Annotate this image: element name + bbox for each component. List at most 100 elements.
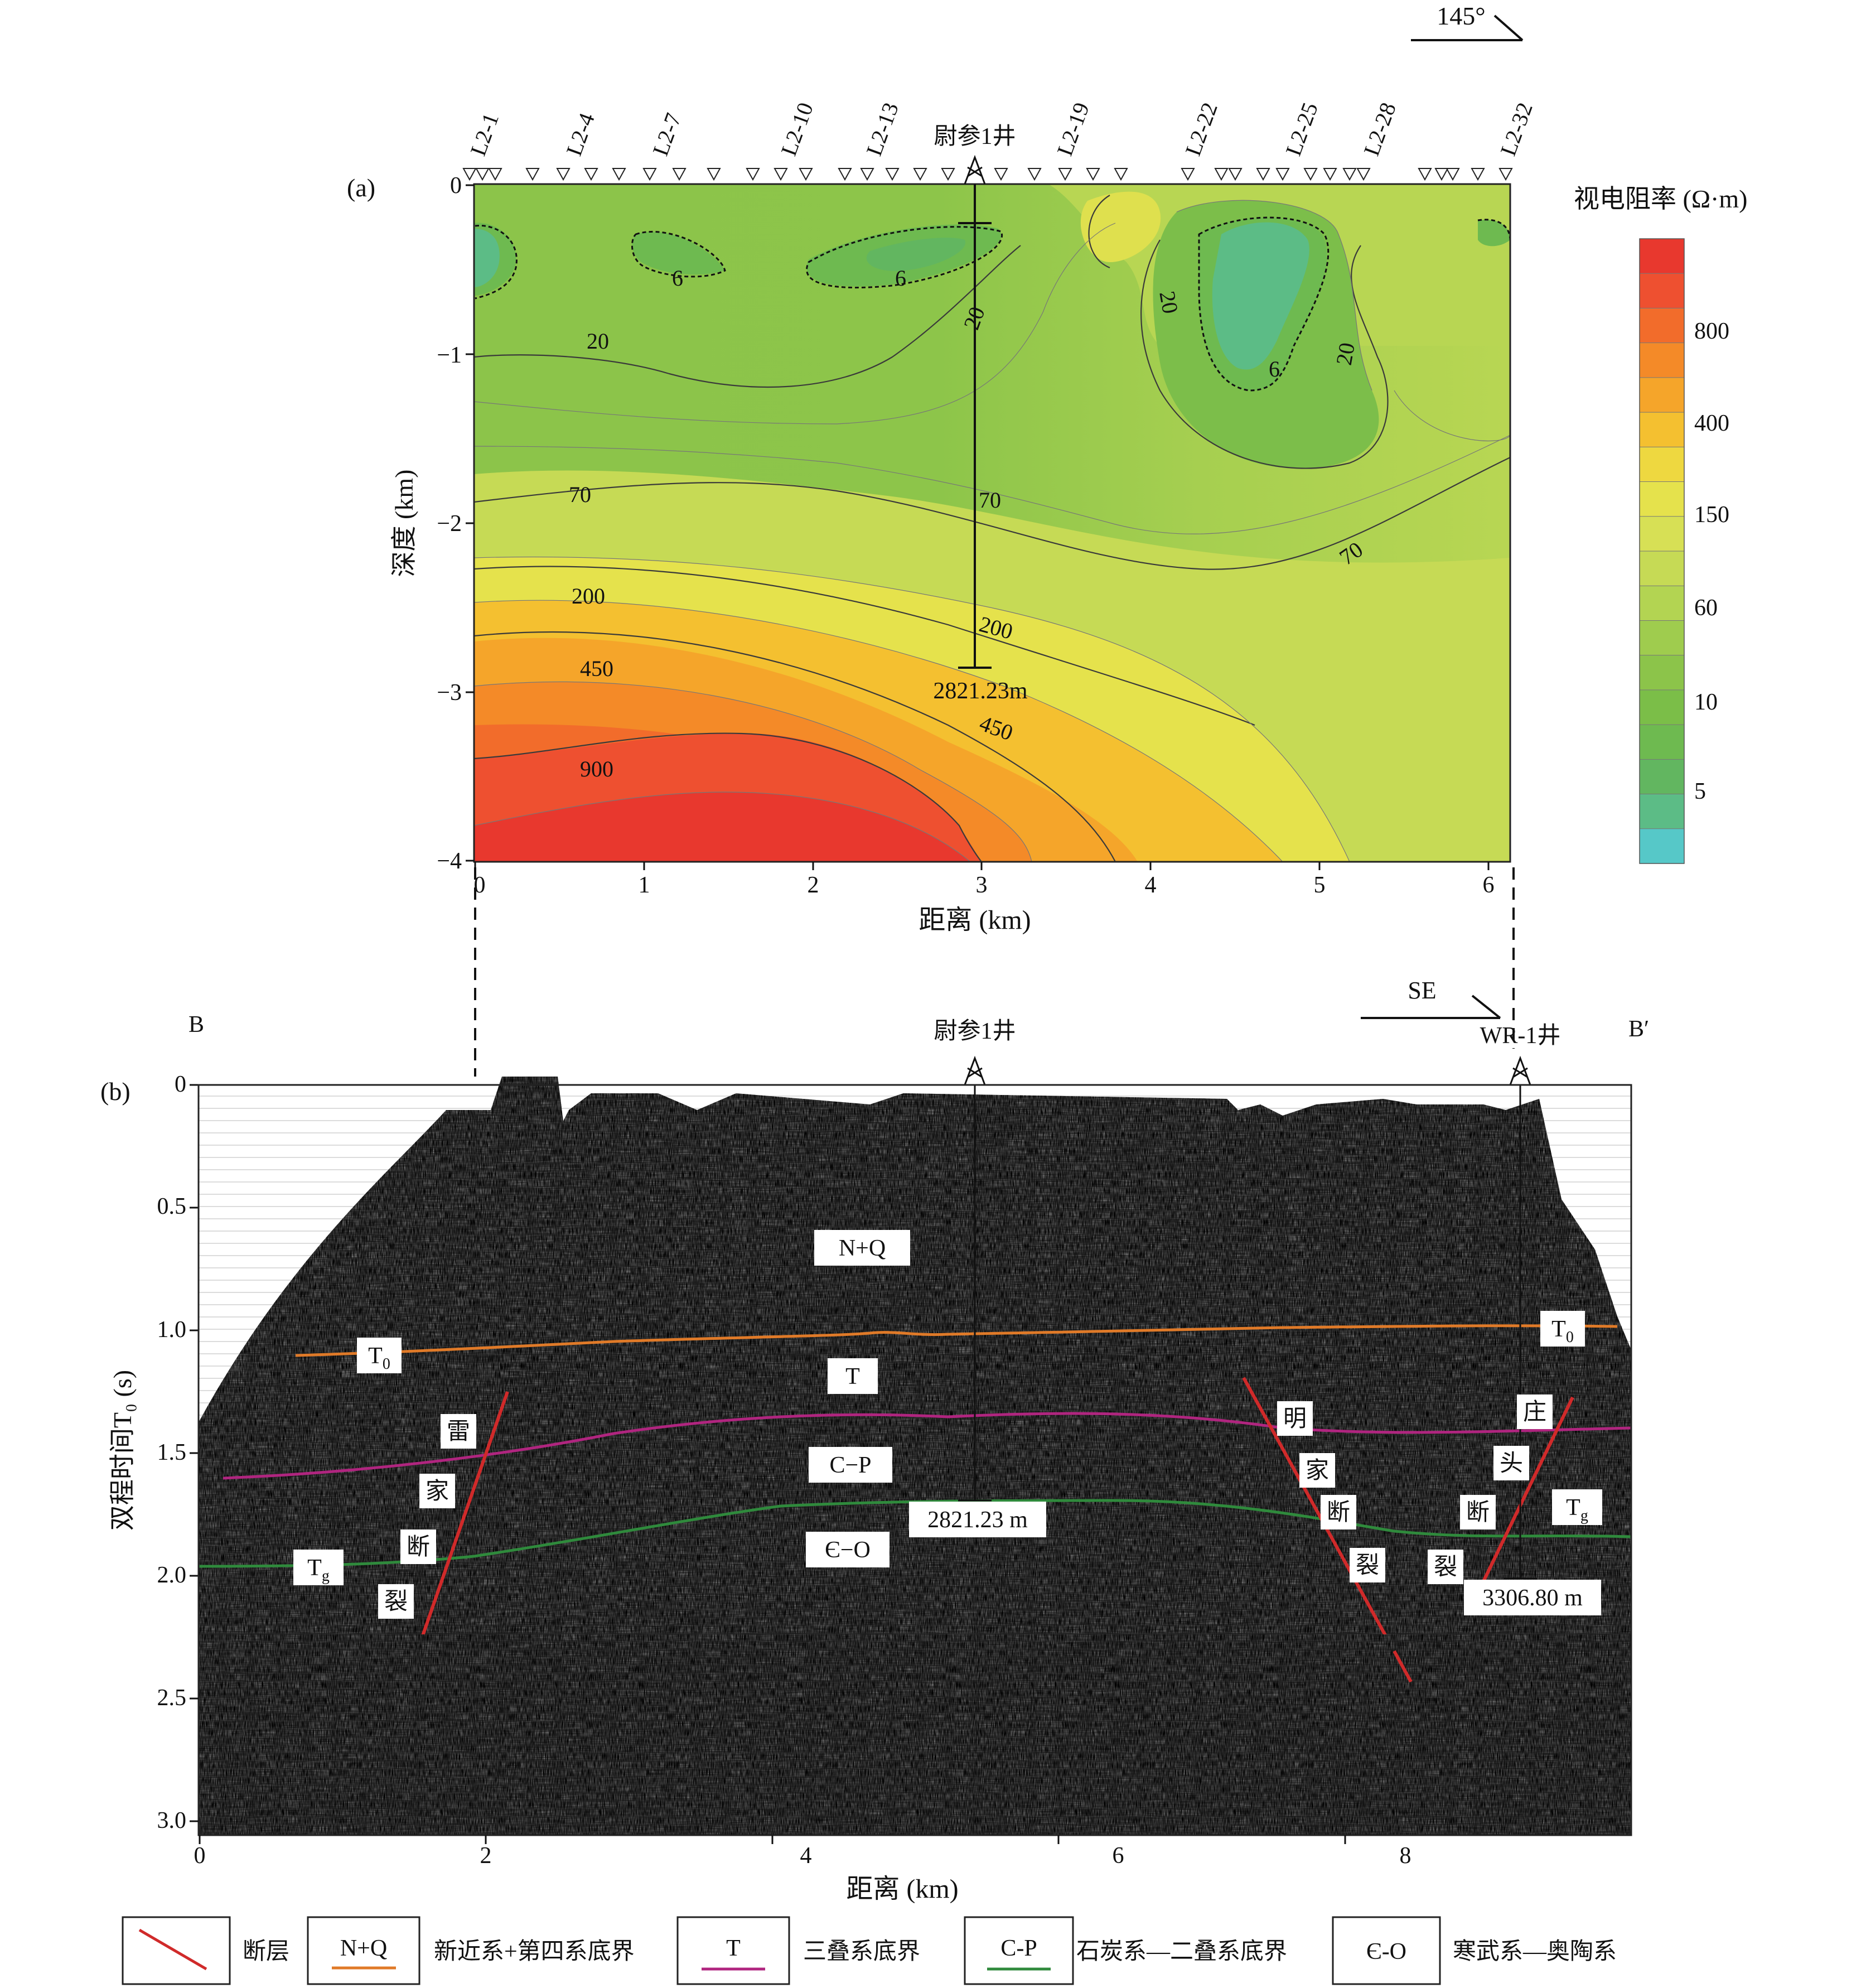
- station-label: L2-32: [1495, 99, 1538, 159]
- colorbar-swatch: [1640, 759, 1684, 795]
- direction-label-a: 145°: [1437, 2, 1485, 30]
- well-depth-b2: 3306.80 m: [1464, 1580, 1601, 1615]
- contour-label: 20: [587, 329, 609, 354]
- svg-text:雷: 雷: [447, 1419, 470, 1445]
- svg-text:2821.23 m: 2821.23 m: [927, 1507, 1028, 1533]
- well-depth-a: 2821.23m: [933, 678, 1028, 704]
- legend-text: 三叠系底界: [803, 1939, 920, 1965]
- x-tick-label: 2: [808, 872, 819, 898]
- fault-label-mingjia: 明 家 断 裂: [1277, 1401, 1385, 1582]
- y-tick-label: 3.0: [157, 1808, 187, 1833]
- layer-label-t: T: [828, 1358, 878, 1394]
- fault-name-labels: 雷 家 断 裂 明 家 断 裂 庄 头 断 裂: [378, 1395, 1553, 1619]
- fault-label-zhuangtou: 庄 头 断 裂: [1428, 1395, 1553, 1584]
- well-trace-b2: WR-1井: [1480, 1023, 1560, 1580]
- well-trace-b1: 尉参1井: [934, 1018, 1016, 1502]
- y-axis-title-b: 双程时间T₀ (s): [108, 1370, 137, 1531]
- station-label: L2-28: [1359, 99, 1401, 159]
- x-axis-title-b: 距离 (km): [846, 1874, 958, 1904]
- legend-text: 新近系+第四系底界: [434, 1939, 635, 1965]
- colorbar-swatch: [1640, 412, 1684, 447]
- svg-text:Є−O: Є−O: [825, 1537, 871, 1563]
- x-axis-b: 0 2 4 6 8 距离 (km): [194, 1835, 1411, 1904]
- x-axis-a: 0 1 2 3 4 5 6 距离 (km): [474, 862, 1495, 935]
- x-tick-label: 4: [1145, 872, 1157, 898]
- contour-label: 70: [569, 482, 591, 507]
- svg-text:断: 断: [1327, 1500, 1350, 1526]
- x-tick-label: 6: [1483, 872, 1495, 898]
- svg-text:裂: 裂: [1434, 1555, 1457, 1580]
- svg-text:C−P: C−P: [829, 1453, 871, 1478]
- panel-a-label: (a): [347, 173, 375, 202]
- contour-label: 900: [580, 756, 613, 781]
- legend-symbol: Є-O: [1366, 1939, 1406, 1965]
- svg-text:T0: T0: [1551, 1316, 1574, 1346]
- well-trace-a: 尉参1井 2821.23m: [933, 123, 1028, 704]
- horizon-tg: [198, 1499, 1632, 1568]
- station-label: L2-10: [776, 99, 818, 159]
- station-label: L2-25: [1280, 99, 1323, 159]
- station-row: [462, 168, 1513, 181]
- contour-label: 6: [672, 266, 683, 291]
- contour-label: 200: [572, 583, 605, 609]
- y-tick-label: 0: [450, 173, 462, 199]
- horizon-label: T0: [357, 1338, 402, 1373]
- panel-link-lines: [474, 867, 1515, 1077]
- direction-label-b: SE: [1408, 977, 1436, 1004]
- station-label: L2-1: [465, 110, 504, 159]
- y-tick-label: 1.5: [157, 1440, 187, 1465]
- y-tick-label: 0: [175, 1072, 186, 1097]
- contour-label: 20: [1154, 289, 1183, 315]
- y-tick-label: −4: [437, 848, 462, 874]
- legend-item-cp: C-P 石炭系—二叠系底界: [964, 1916, 1287, 1985]
- contour-label: 70: [979, 488, 1001, 513]
- legend-item-eo: Є-O 寒武系—奥陶系: [1332, 1916, 1617, 1985]
- colorbar-swatch: [1640, 239, 1684, 274]
- contour-label: 450: [580, 656, 613, 681]
- x-tick-label: 4: [800, 1843, 812, 1869]
- svg-text:头: 头: [1500, 1451, 1523, 1476]
- section-start-label: B: [188, 1012, 204, 1038]
- y-tick-label: 2.5: [157, 1685, 187, 1711]
- svg-text:裂: 裂: [1356, 1553, 1379, 1579]
- colorbar-tick: 10: [1694, 689, 1718, 715]
- section-end-label: B′: [1628, 1016, 1649, 1042]
- x-tick-label: 6: [1113, 1843, 1124, 1869]
- contour-label: 6: [1269, 356, 1280, 382]
- legend-text: 寒武系—奥陶系: [1453, 1938, 1617, 1965]
- x-tick-label: 3: [976, 872, 988, 898]
- resistivity-section: [474, 184, 1510, 862]
- colorbar-swatch: [1640, 689, 1684, 725]
- y-tick-label: −1: [437, 342, 462, 368]
- colorbar-tick: 150: [1694, 502, 1729, 528]
- colorbar-swatch: [1640, 516, 1684, 552]
- section-labels: N+Q T C−P Є−O T0 T0 Tg Tg 2821.23 m 3306…: [293, 1230, 1602, 1615]
- legend-item-nq: N+Q 新近系+第四系底界: [307, 1916, 635, 1985]
- colorbar-swatch: [1640, 794, 1684, 829]
- legend: 断层 N+Q 新近系+第四系底界 T 三叠系底界 C-P 石炭系—二叠系底界 Є…: [122, 1916, 1617, 1985]
- y-axis-a: 0 −1 −2 −3 −4 深度 (km): [390, 173, 474, 874]
- station-label: L2-4: [561, 110, 600, 159]
- fault-mingjia: [1242, 1377, 1413, 1683]
- svg-text:断: 断: [407, 1535, 430, 1560]
- x-tick-label: 1: [639, 872, 650, 898]
- svg-text:T: T: [845, 1364, 860, 1389]
- colorbar-swatch: [1640, 551, 1684, 586]
- legend-text: 断层: [243, 1939, 289, 1965]
- direction-arrow-a: 145°: [1411, 2, 1524, 41]
- legend-symbol: C-P: [1000, 1936, 1037, 1961]
- y-tick-label: −3: [437, 680, 462, 706]
- x-tick-label: 2: [480, 1843, 492, 1869]
- horizon-label: Tg: [293, 1550, 344, 1585]
- fault-label-leijia: 雷 家 断 裂: [378, 1414, 476, 1619]
- colorbar-tick: 800: [1694, 319, 1729, 344]
- layer-label-nq: N+Q: [814, 1230, 910, 1266]
- contour-label: 20: [1331, 341, 1360, 367]
- fault-leijia: [417, 1391, 509, 1649]
- x-tick-label: 0: [194, 1843, 206, 1869]
- colorbar-swatch: [1640, 342, 1684, 378]
- colorbar-swatch: [1640, 273, 1684, 309]
- panel-b-label: (b): [100, 1077, 130, 1106]
- y-tick-label: −2: [437, 511, 462, 537]
